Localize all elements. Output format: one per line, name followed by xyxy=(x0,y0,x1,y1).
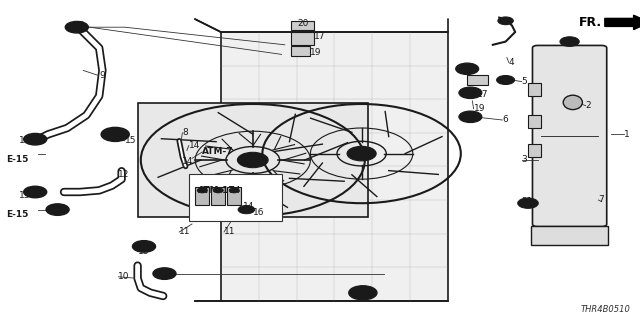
Text: 17: 17 xyxy=(477,90,488,99)
Text: ATM-7: ATM-7 xyxy=(202,148,233,156)
Text: 13: 13 xyxy=(74,21,85,30)
Text: 17: 17 xyxy=(314,32,325,41)
Bar xyxy=(291,21,314,30)
Circle shape xyxy=(136,243,152,250)
Circle shape xyxy=(65,21,88,33)
Bar xyxy=(138,103,367,217)
Circle shape xyxy=(157,270,172,277)
Circle shape xyxy=(244,156,262,164)
Circle shape xyxy=(24,186,47,198)
Text: 20: 20 xyxy=(461,66,472,75)
Text: 14: 14 xyxy=(230,186,242,195)
Circle shape xyxy=(456,63,479,75)
Text: 14: 14 xyxy=(243,202,255,211)
Circle shape xyxy=(560,37,579,46)
Bar xyxy=(195,187,209,205)
Circle shape xyxy=(132,241,156,252)
Text: THR4B0510: THR4B0510 xyxy=(580,305,630,314)
Bar xyxy=(528,144,541,157)
Bar xyxy=(467,75,488,85)
Text: 14: 14 xyxy=(189,141,200,150)
Text: 18: 18 xyxy=(362,292,373,300)
Circle shape xyxy=(197,188,207,193)
Text: 13: 13 xyxy=(19,191,31,200)
Circle shape xyxy=(498,17,513,25)
Ellipse shape xyxy=(563,95,582,109)
Bar xyxy=(531,226,608,245)
Text: 9: 9 xyxy=(99,71,105,80)
Bar xyxy=(189,174,282,221)
Text: FR.: FR. xyxy=(579,16,602,29)
Circle shape xyxy=(46,204,69,215)
Text: 14: 14 xyxy=(182,157,194,166)
Bar xyxy=(291,46,310,56)
Text: 1: 1 xyxy=(624,130,630,139)
Text: 4: 4 xyxy=(509,58,515,67)
Text: 11: 11 xyxy=(179,228,191,236)
Bar xyxy=(528,115,541,128)
Text: 11: 11 xyxy=(224,228,236,236)
Text: 5: 5 xyxy=(522,77,527,86)
Text: 2: 2 xyxy=(586,101,591,110)
Circle shape xyxy=(238,205,255,214)
Text: E-15: E-15 xyxy=(6,156,29,164)
Circle shape xyxy=(237,152,268,168)
Circle shape xyxy=(497,76,515,84)
Text: ATM-17: ATM-17 xyxy=(198,186,236,195)
Text: 13: 13 xyxy=(138,247,149,256)
Text: 7: 7 xyxy=(598,196,604,204)
Bar xyxy=(221,32,448,301)
Circle shape xyxy=(24,133,47,145)
Circle shape xyxy=(106,130,125,139)
Text: 6: 6 xyxy=(502,116,508,124)
Text: 16: 16 xyxy=(253,208,264,217)
Circle shape xyxy=(347,146,376,161)
Text: 10: 10 xyxy=(118,272,130,281)
Circle shape xyxy=(28,188,43,196)
Circle shape xyxy=(153,268,176,279)
Circle shape xyxy=(354,150,369,157)
Text: 19: 19 xyxy=(474,104,485,113)
Circle shape xyxy=(459,87,482,99)
Text: 8: 8 xyxy=(182,128,188,137)
Text: 13: 13 xyxy=(163,272,175,281)
FancyArrow shape xyxy=(605,15,640,30)
FancyBboxPatch shape xyxy=(532,45,607,227)
Text: 13: 13 xyxy=(54,207,66,216)
Text: 15: 15 xyxy=(125,136,136,145)
Bar xyxy=(291,32,314,45)
Bar xyxy=(528,83,541,96)
Circle shape xyxy=(69,23,84,31)
Bar xyxy=(211,187,225,205)
Circle shape xyxy=(355,289,371,297)
Circle shape xyxy=(459,111,482,123)
Text: E-15: E-15 xyxy=(6,210,29,219)
Text: 20: 20 xyxy=(298,20,309,28)
Circle shape xyxy=(349,286,377,300)
Text: 3: 3 xyxy=(522,156,527,164)
Text: 21: 21 xyxy=(522,197,533,206)
Circle shape xyxy=(50,206,65,213)
Circle shape xyxy=(101,127,129,141)
Circle shape xyxy=(518,198,538,208)
Bar xyxy=(227,187,241,205)
Text: 19: 19 xyxy=(310,48,322,57)
Circle shape xyxy=(229,188,239,193)
Circle shape xyxy=(213,188,223,193)
Text: 12: 12 xyxy=(118,170,130,179)
Text: 13: 13 xyxy=(19,136,31,145)
Circle shape xyxy=(28,135,43,143)
